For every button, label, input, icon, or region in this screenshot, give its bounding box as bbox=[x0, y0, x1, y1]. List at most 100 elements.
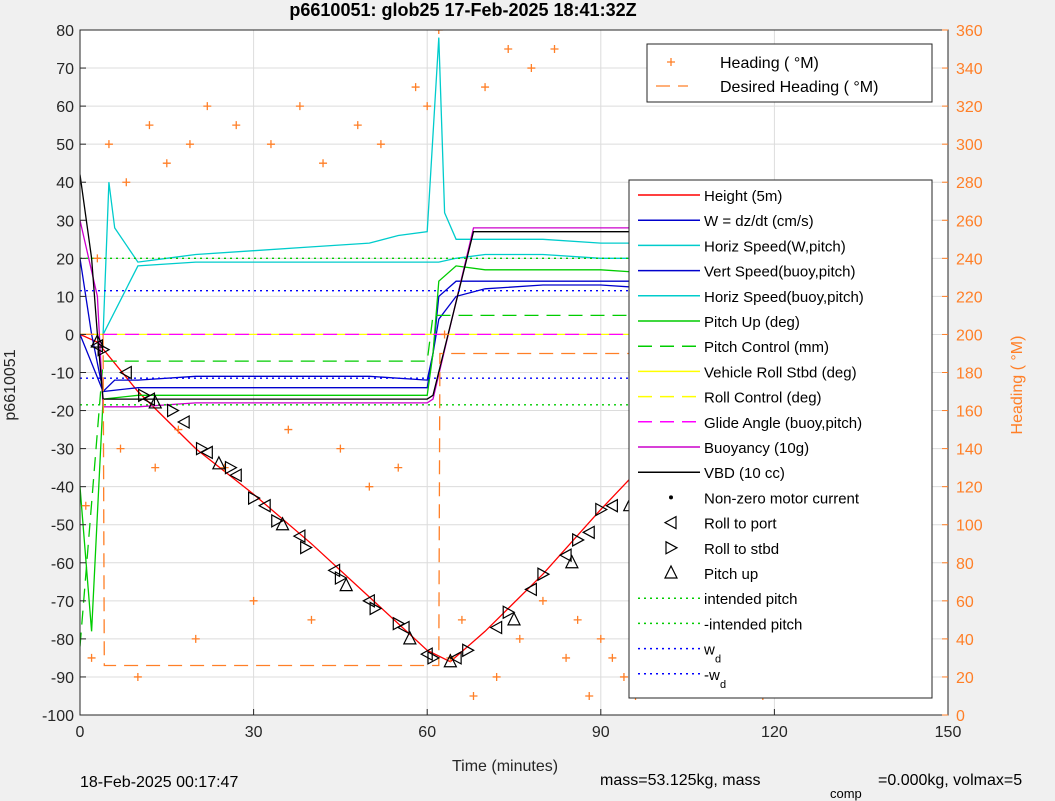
y2-tick-label: 140 bbox=[956, 442, 983, 459]
footer-volmax: =0.000kg, volmax=5 bbox=[878, 772, 1022, 789]
y2-axis-label: Heading ( °M) bbox=[1009, 336, 1026, 435]
roll-to-stbd-marker bbox=[300, 540, 313, 555]
heading-point bbox=[527, 64, 536, 73]
footer-mass: mass=53.125kg, mass bbox=[600, 772, 761, 789]
roll-to-port-marker bbox=[581, 525, 595, 540]
y2-tick-label: 120 bbox=[956, 480, 983, 497]
y-tick-label: 40 bbox=[56, 175, 74, 192]
roll-to-port-marker bbox=[257, 498, 271, 513]
heading-point bbox=[87, 653, 96, 662]
roll-to-stbd-marker bbox=[537, 567, 551, 582]
heading-point bbox=[249, 596, 258, 605]
legend-main-label: Vehicle Roll Stbd (deg) bbox=[704, 364, 857, 381]
footer-comp-subscript: comp bbox=[830, 786, 862, 801]
roll-to-stbd-marker bbox=[334, 570, 348, 586]
y-tick-label: -30 bbox=[51, 442, 74, 459]
legend-top-label: Desired Heading ( °M) bbox=[720, 79, 878, 96]
series-line-3 bbox=[102, 37, 775, 335]
roll-to-port-marker bbox=[228, 468, 242, 483]
y2-tick-label: 220 bbox=[956, 289, 983, 306]
legend-main-label: Roll Control (deg) bbox=[704, 390, 822, 407]
heading-point bbox=[573, 615, 582, 624]
y2-tick-label: 80 bbox=[956, 556, 974, 573]
heading-point bbox=[469, 691, 478, 700]
y2-tick-label: 300 bbox=[956, 137, 983, 154]
x-tick-label: 30 bbox=[245, 724, 263, 741]
y2-tick-label: 100 bbox=[956, 518, 983, 535]
roll-to-port-marker bbox=[605, 498, 618, 513]
legend-main-label: Height (5m) bbox=[704, 188, 782, 205]
heading-point bbox=[596, 634, 605, 643]
legend-main-label: Roll to port bbox=[704, 516, 777, 533]
x-tick-label: 90 bbox=[592, 724, 610, 741]
heading-point bbox=[162, 159, 171, 168]
heading-point bbox=[492, 672, 501, 681]
roll-to-port-marker bbox=[292, 529, 306, 544]
heading-point bbox=[376, 140, 385, 149]
y-tick-label: 10 bbox=[56, 289, 74, 306]
heading-point bbox=[104, 140, 113, 149]
legend-main-label: Vert Speed(buoy,pitch) bbox=[704, 264, 855, 281]
y-tick-label: -60 bbox=[51, 556, 74, 573]
y2-tick-label: 340 bbox=[956, 61, 983, 78]
legend-heading-icon bbox=[667, 58, 675, 66]
heading-point bbox=[411, 83, 420, 92]
legend-main-label: Pitch up bbox=[704, 566, 758, 583]
roll-to-stbd-marker bbox=[248, 491, 261, 506]
roll-to-port-marker bbox=[448, 650, 462, 665]
legend-main-label: Horiz Speed(W,pitch) bbox=[704, 238, 846, 255]
roll-to-port-marker bbox=[558, 548, 572, 563]
pitch-up-marker bbox=[339, 577, 354, 592]
heading-point bbox=[185, 140, 194, 149]
legend-motor-current-icon bbox=[669, 495, 673, 500]
heading-point bbox=[353, 121, 362, 130]
roll-to-port-marker bbox=[524, 582, 537, 597]
legend-marker-icon bbox=[665, 540, 679, 555]
roll-to-stbd-marker bbox=[502, 605, 516, 620]
heading-point bbox=[232, 121, 241, 130]
y2-tick-label: 280 bbox=[956, 175, 983, 192]
legend-main: Height (5m) W = dz/dt (cm/s) Horiz Speed(W… bbox=[628, 179, 933, 699]
heading-point bbox=[423, 102, 432, 111]
heading-point bbox=[504, 45, 513, 54]
y-tick-label: -100 bbox=[42, 708, 74, 725]
series-line-15 bbox=[80, 333, 804, 667]
legend-main-label: VBD (10 cc) bbox=[704, 465, 785, 482]
y-tick-label: -20 bbox=[51, 404, 74, 421]
y2-tick-label: 260 bbox=[956, 213, 983, 230]
roll-to-port-marker bbox=[489, 620, 503, 635]
roll-to-stbd-marker bbox=[427, 650, 441, 665]
chart-title: p6610051: glob25 17-Feb-2025 18:41:32Z bbox=[289, 0, 636, 20]
y-tick-label: -70 bbox=[51, 594, 74, 611]
roll-to-port-marker bbox=[327, 563, 341, 578]
y2-tick-label: 240 bbox=[956, 251, 983, 268]
heading-point bbox=[295, 102, 304, 111]
roll-to-stbd-marker bbox=[392, 616, 406, 631]
heading-point bbox=[434, 30, 443, 34]
heading-point bbox=[284, 425, 293, 434]
y-tick-label: 0 bbox=[65, 327, 74, 344]
heading-point bbox=[440, 330, 449, 339]
legend-main-label: -w bbox=[704, 667, 720, 684]
legend-main-label: Non-zero motor current bbox=[704, 490, 860, 507]
roll-to-stbd-marker bbox=[595, 502, 609, 517]
y-tick-label: -50 bbox=[51, 518, 74, 535]
pitch-up-marker bbox=[443, 653, 458, 668]
pitch-up-marker bbox=[90, 333, 105, 348]
pitch-up-marker bbox=[275, 516, 290, 531]
heading-point bbox=[81, 501, 90, 510]
y2-tick-label: 60 bbox=[956, 594, 974, 611]
pitch-up-marker bbox=[211, 455, 226, 470]
pitch-up-marker bbox=[507, 611, 521, 626]
y2-tick-label: 40 bbox=[956, 632, 974, 649]
legend-main-label: Buoyancy (10g) bbox=[704, 440, 809, 457]
heading-point bbox=[394, 463, 403, 472]
y-tick-label: 30 bbox=[56, 213, 74, 230]
heading-point bbox=[457, 615, 466, 624]
heading-point bbox=[562, 653, 571, 662]
heading-point bbox=[191, 634, 200, 643]
roll-to-stbd-marker bbox=[138, 388, 151, 403]
legend-main-label: Roll to stbd bbox=[704, 541, 779, 558]
roll-to-stbd-marker bbox=[369, 601, 383, 616]
y2-tick-label: 360 bbox=[956, 23, 983, 40]
